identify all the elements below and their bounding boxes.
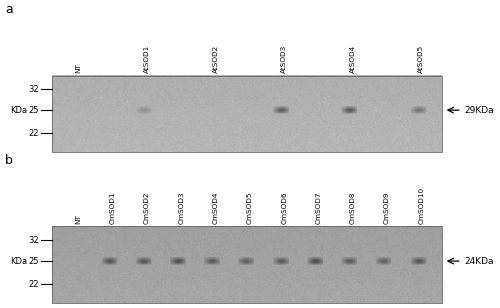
Text: CmSOD3: CmSOD3 (178, 192, 184, 224)
Text: CmSOD2: CmSOD2 (144, 192, 150, 224)
Text: CmSOD5: CmSOD5 (247, 192, 253, 224)
Text: 29KDa: 29KDa (464, 106, 494, 115)
Text: NT: NT (76, 214, 82, 224)
Text: 22: 22 (28, 129, 39, 138)
Text: CmSOD6: CmSOD6 (281, 192, 287, 224)
Text: 32: 32 (28, 85, 39, 94)
Text: AtSOD4: AtSOD4 (350, 45, 356, 73)
Text: b: b (5, 154, 13, 167)
Text: CmSOD1: CmSOD1 (110, 192, 116, 224)
Text: AtSOD1: AtSOD1 (144, 45, 150, 73)
Text: AtSOD3: AtSOD3 (281, 45, 287, 73)
Bar (52, 226, 442, 303)
Text: NT: NT (76, 63, 82, 73)
Text: a: a (5, 3, 13, 16)
Text: CmSOD8: CmSOD8 (350, 192, 356, 224)
Text: KDa: KDa (10, 257, 27, 265)
Text: 32: 32 (28, 236, 39, 245)
Bar (52, 75, 442, 152)
Text: CmSOD4: CmSOD4 (212, 192, 218, 224)
Text: KDa: KDa (10, 106, 27, 115)
Text: CmSOD10: CmSOD10 (418, 187, 424, 224)
Text: AtSOD5: AtSOD5 (418, 45, 424, 73)
Text: CmSOD7: CmSOD7 (316, 192, 322, 224)
Text: 25: 25 (28, 257, 39, 265)
Text: 25: 25 (28, 106, 39, 115)
Text: CmSOD9: CmSOD9 (384, 192, 390, 224)
Text: AtSOD2: AtSOD2 (212, 45, 218, 73)
Text: 22: 22 (28, 280, 39, 289)
Text: 24KDa: 24KDa (464, 257, 494, 265)
